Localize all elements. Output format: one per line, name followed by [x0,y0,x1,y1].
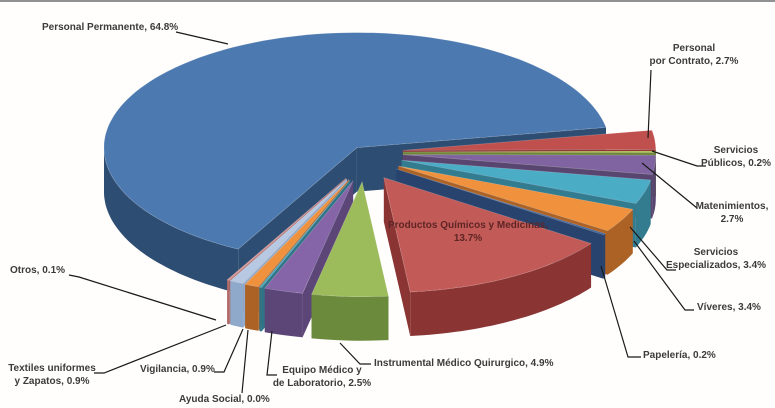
pie-slice-instrumental-medico[interactable] [310,180,389,298]
label-servicios-especializados: Servicios Especializados, 3.4% [665,247,767,271]
pie-slice-group-productos-quimicos [383,177,592,336]
pie-slice-matenimientos-rim [652,155,656,219]
leader-line [641,162,698,209]
label-personal-por-contrato: Personal por Contrato, 2.7% [649,43,739,67]
label-matenimientos: Matenimientos, 2.7% [695,201,769,225]
label-viveres: Víveres, 3.4% [697,302,761,313]
pie-slice-ayuda-social-rim [259,287,262,332]
leader-line [94,324,227,374]
leader-line [241,329,249,394]
label-servicios-publicos: Servicios Públicos, 0.2% [700,145,772,169]
pie-slices-group [103,32,657,341]
leader-line [175,31,229,45]
pie-slice-servicios-especializados[interactable] [401,159,652,204]
pie-slice-group-instrumental-medico [310,180,389,341]
leader-line [214,328,244,373]
leader-line [600,265,641,358]
pie-slice-personal-permanente[interactable] [103,32,607,250]
pie-slice-papeleria[interactable] [395,168,607,236]
leader-lines-group [68,31,706,394]
pie-slice-matenimientos[interactable] [402,154,657,175]
pie-slice-textiles-uniformes[interactable] [229,178,348,284]
leader-line [647,69,652,139]
pie-slice-textiles-uniformes-rim [230,280,244,328]
label-vigilancia: Vigilancia, 0.9% [140,364,215,375]
pie-slice-equipo-medico-rim [264,288,303,338]
leader-line [339,342,371,365]
pie-slice-equipo-medico[interactable] [264,180,354,294]
label-otros: Otros, 0.1% [10,265,66,276]
leader-line [68,274,217,321]
pie-slice-productos-quimicos[interactable] [383,177,592,293]
leader-line [629,226,676,271]
label-papeleria: Papelería, 0.2% [643,350,716,361]
pie-slice-productos-quimicos-side [383,177,411,336]
leader-line [651,150,706,167]
pie-slice-personal-por-contrato[interactable] [402,129,657,151]
top-border-rule [0,0,775,2]
pie-slice-productos-quimicos-rim [410,243,592,336]
pie-slice-otros-rim [227,279,230,325]
label-productos-quimicos: Productos Químicos y Medicinas, 13.7% [387,220,549,244]
pie-slice-vigilancia[interactable] [244,179,350,288]
label-instrumental-medico: Instrumental Médico Quirurgico, 4.9% [374,358,554,369]
pie-slice-servicios-especializados-rim [635,180,651,248]
leader-line [266,330,277,376]
label-personal-permanente: Personal Permanente, 64.8% [42,22,179,33]
pie-slice-vigilancia-rim [245,284,259,331]
leader-line [633,240,694,311]
pie-slice-instrumental-medico-rim [311,294,389,341]
label-equipo-medico: Equipo Médico y de Laboratorio, 2.5% [272,365,372,389]
pie-slice-personal-permanente-rim [104,148,239,294]
pie-slice-ayuda-social[interactable] [258,179,351,288]
label-ayuda-social: Ayuda Social, 0.0% [179,394,270,405]
pie-slice-otros[interactable] [226,178,347,281]
pie-slice-viveres-rim [607,209,633,275]
pie-slice-viveres[interactable] [398,165,634,232]
label-textiles-uniformes: Textiles uniformes y Zapatos, 0.9% [8,363,96,387]
pie-slice-papeleria-rim [603,233,606,279]
